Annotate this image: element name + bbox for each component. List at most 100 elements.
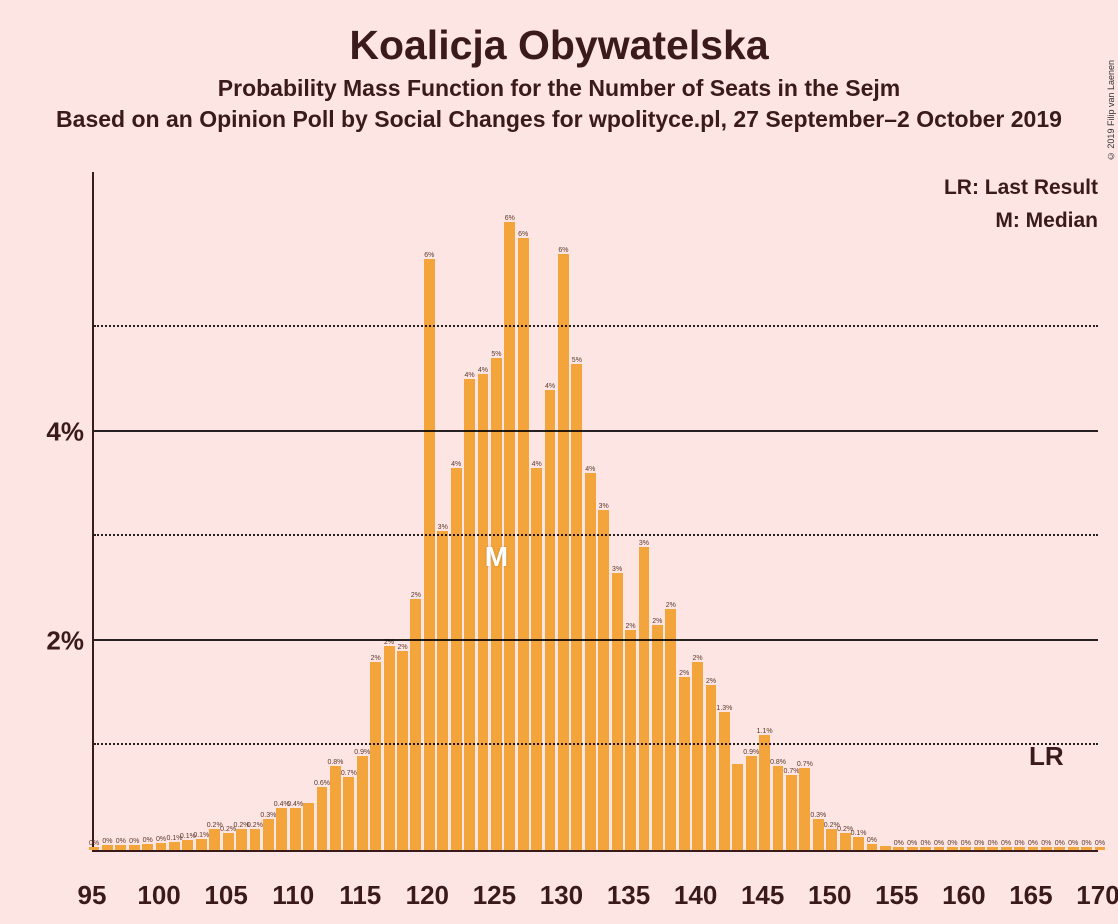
bar-value-label: 5%: [491, 351, 501, 358]
x-tick-label: 155: [875, 880, 918, 911]
bar: 2%: [665, 609, 676, 850]
bar: 2%: [652, 625, 663, 850]
bar: 0%: [867, 844, 878, 850]
bar-value-label: 0.9%: [354, 749, 370, 756]
bar-value-label: 2%: [679, 670, 689, 677]
bar-value-label: 1.1%: [757, 728, 773, 735]
bar: 0%: [960, 847, 971, 850]
bar-value-label: 0.8%: [770, 759, 786, 766]
bar-value-label: 0.6%: [314, 780, 330, 787]
chart-title: Koalicja Obywatelska: [0, 0, 1118, 69]
bar: 0.4%: [276, 808, 287, 850]
bar-value-label: 5%: [572, 357, 582, 364]
bar-value-label: 0%: [1014, 840, 1024, 847]
x-tick-label: 115: [339, 880, 381, 911]
gridline: [94, 639, 1098, 641]
bar-value-label: 0.7%: [784, 768, 800, 775]
bar-value-label: 4%: [465, 372, 475, 379]
lr-marker: LR: [1029, 741, 1064, 772]
bar: 4%: [585, 473, 596, 850]
bar-value-label: 0%: [894, 840, 904, 847]
bar: 6%: [518, 238, 529, 850]
bar: 0%: [1068, 847, 1079, 850]
bar: 0%: [1014, 847, 1025, 850]
gridline: [94, 430, 1098, 432]
bar-value-label: 6%: [505, 215, 515, 222]
bar-value-label: 4%: [532, 461, 542, 468]
bar-value-label: 0%: [1055, 840, 1065, 847]
bar: 0.2%: [209, 829, 220, 850]
bar-value-label: 0%: [143, 837, 153, 844]
x-tick-label: 100: [137, 880, 180, 911]
median-marker: M: [485, 541, 508, 573]
x-tick-label: 150: [808, 880, 851, 911]
bar: 0.7%: [799, 768, 810, 850]
chart-subtitle: Probability Mass Function for the Number…: [0, 69, 1118, 102]
bar: 0.4%: [290, 808, 301, 850]
bar: 0.2%: [840, 833, 851, 850]
gridline: [94, 534, 1098, 536]
bar-value-label: 0.3%: [810, 812, 826, 819]
bar: 0.2%: [826, 829, 837, 850]
bar-value-label: 2%: [411, 592, 421, 599]
bar: 6%: [424, 259, 435, 850]
chart-subtitle2: Based on an Opinion Poll by Social Chang…: [0, 102, 1118, 133]
copyright-text: © 2019 Filip van Laenen: [1106, 60, 1116, 161]
bar: 0%: [1041, 847, 1052, 850]
bar-value-label: 6%: [558, 247, 568, 254]
bar: 0.2%: [236, 829, 247, 850]
bar: 0.9%: [746, 756, 757, 850]
bar-value-label: 2%: [625, 623, 635, 630]
bar-value-label: 0%: [921, 840, 931, 847]
bar-value-label: 6%: [518, 231, 528, 238]
x-tick-label: 110: [272, 880, 314, 911]
bar-value-label: 0.3%: [260, 812, 276, 819]
bar: 0%: [129, 845, 140, 850]
x-tick-label: 165: [1009, 880, 1052, 911]
bar: 0.7%: [786, 775, 797, 850]
bar: 2%: [410, 599, 421, 850]
bar-value-label: 0%: [988, 840, 998, 847]
bar: 4%: [464, 379, 475, 850]
bar: 0.1%: [182, 840, 193, 850]
bar: 0%: [142, 844, 153, 850]
x-tick-label: 140: [674, 880, 717, 911]
bar: 2%: [679, 677, 690, 850]
bar: 0.1%: [853, 837, 864, 850]
x-tick-label: 135: [607, 880, 650, 911]
bar-value-label: 0.7%: [797, 761, 813, 768]
chart-area: 0%0%0%0%0%0%0.1%0.1%0.1%0.2%0.2%0.2%0.2%…: [92, 172, 1098, 872]
bar: 4%: [451, 468, 462, 850]
bar: 2%: [625, 630, 636, 850]
bar: 0.8%: [773, 766, 784, 850]
bar: 0.1%: [169, 842, 180, 850]
bar-value-label: 0.7%: [341, 770, 357, 777]
bar: 0%: [156, 843, 167, 850]
x-tick-label: 170: [1076, 880, 1118, 911]
bar: 0.7%: [343, 777, 354, 850]
bar: 4%: [545, 390, 556, 850]
bar: 0%: [102, 845, 113, 850]
bar: 0.6%: [317, 787, 328, 850]
x-tick-label: 160: [942, 880, 985, 911]
bar-value-label: 0.1%: [851, 830, 867, 837]
bar-value-label: 0%: [961, 840, 971, 847]
bar-value-label: 0%: [934, 840, 944, 847]
bar: 0%: [987, 847, 998, 850]
bar-value-label: 0%: [907, 840, 917, 847]
bar: 0%: [907, 847, 918, 850]
bar-value-label: 0%: [116, 838, 126, 845]
bar: 0%: [934, 847, 945, 850]
x-tick-label: 120: [406, 880, 449, 911]
bar-value-label: 4%: [585, 466, 595, 473]
bar: 3%: [437, 531, 448, 850]
bar: 4%: [478, 374, 489, 850]
bar: 3%: [639, 547, 650, 850]
bar: 5%: [571, 364, 582, 850]
bar-value-label: 0%: [1095, 840, 1105, 847]
bar-value-label: 0%: [1082, 840, 1092, 847]
bar-value-label: 0.8%: [327, 759, 343, 766]
bar-value-label: 0.1%: [193, 832, 209, 839]
bar-value-label: 0.2%: [247, 822, 263, 829]
bar: 0%: [893, 847, 904, 850]
